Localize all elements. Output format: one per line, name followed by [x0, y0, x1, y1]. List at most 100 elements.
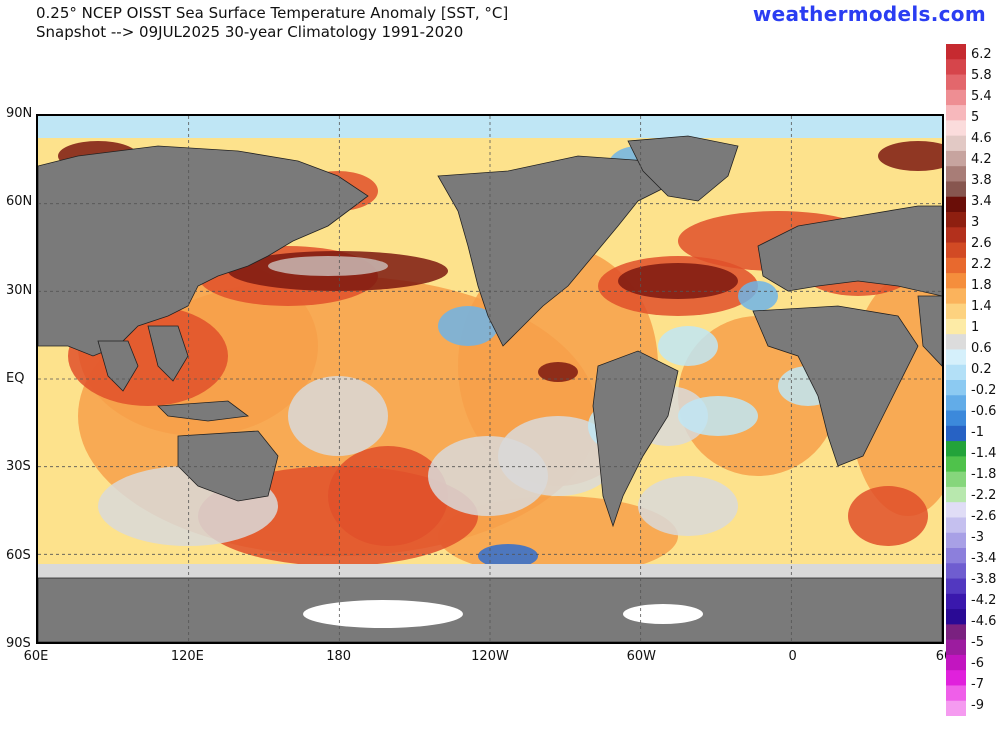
colorbar: [946, 44, 966, 716]
colorbar-swatch: [946, 196, 966, 213]
land-mass: [177, 430, 279, 502]
colorbar-swatch: [946, 181, 966, 198]
weddell-ice-shelf: [623, 604, 703, 624]
colorbar-swatch: [946, 502, 966, 518]
colorbar-label: -0.6: [971, 403, 997, 419]
latitude-label: 90N: [6, 106, 33, 121]
anomaly-patch: [478, 544, 538, 568]
colorbar-swatch: [946, 150, 966, 167]
longitude-label: 0: [788, 649, 797, 664]
colorbar-label: 4.2: [971, 151, 992, 167]
colorbar-swatch: [946, 425, 966, 442]
longitude-label: 120W: [471, 649, 509, 664]
colorbar-label: 1: [971, 319, 980, 335]
ross-ice-shelf: [303, 600, 463, 628]
latitude-label: 30S: [6, 459, 31, 475]
colorbar-label: 5: [971, 109, 980, 125]
colorbar-swatch: [946, 532, 966, 549]
latitude-label: 60S: [6, 547, 31, 563]
colorbar-swatch: [946, 242, 966, 259]
colorbar-swatch: [946, 227, 966, 244]
colorbar-label: 3: [971, 214, 980, 230]
colorbar-label: -3: [971, 529, 984, 545]
land-mass: [97, 340, 139, 392]
longitude-label: 180: [326, 649, 352, 664]
colorbar-label: -3.8: [971, 571, 997, 587]
title-line-2: Snapshot --> 09JUL2025 30-year Climatolo…: [36, 23, 464, 41]
longitude-label: 120E: [170, 649, 204, 664]
colorbar-swatch: [946, 74, 966, 91]
land-mass: [592, 350, 679, 528]
colorbar-label: 1.8: [971, 277, 992, 293]
colorbar-label: 2.2: [971, 256, 992, 272]
latitude-label: 30N: [6, 282, 33, 298]
anomaly-patch: [288, 376, 388, 456]
colorbar-label: -2.2: [971, 487, 997, 503]
anomaly-patch: [328, 446, 448, 546]
colorbar-swatch: [946, 257, 966, 274]
colorbar-swatch: [946, 441, 966, 457]
colorbar-swatch: [946, 471, 966, 488]
latitude-label: 60N: [6, 194, 33, 210]
colorbar-label: 2.6: [971, 235, 992, 251]
colorbar-swatch: [946, 349, 966, 366]
colorbar-swatch: [946, 120, 966, 137]
title-line-1: 0.25° NCEP OISST Sea Surface Temperature…: [36, 4, 509, 22]
land-mass: [917, 295, 942, 367]
colorbar-swatch: [946, 89, 966, 106]
colorbar-swatch: [946, 212, 966, 228]
colorbar-label: 0.2: [971, 361, 992, 377]
anomaly-patch: [538, 362, 578, 382]
colorbar-swatch: [946, 288, 966, 305]
colorbar-swatch: [946, 303, 966, 320]
colorbar-swatch: [946, 578, 966, 595]
anomaly-patch: [878, 141, 942, 171]
colorbar-label: 4.6: [971, 130, 992, 146]
colorbar-swatch: [946, 334, 966, 350]
colorbar-swatch: [946, 563, 966, 580]
latitude-label: EQ: [6, 371, 25, 386]
colorbar-label: -0.2: [971, 382, 997, 398]
graticule: [38, 116, 942, 642]
colorbar-swatch: [946, 456, 966, 473]
colorbar-label: 0.6: [971, 340, 992, 356]
land-mass: [147, 325, 189, 382]
colorbar-swatch: [946, 318, 966, 335]
colorbar-swatch: [946, 364, 966, 381]
land-mass: [752, 305, 919, 467]
colorbar-label: 1.4: [971, 298, 992, 314]
brand-link[interactable]: weathermodels.com: [752, 2, 986, 26]
latitude-label: 90S: [6, 636, 31, 651]
sst-anomaly-map: [38, 116, 942, 642]
land-mass: [627, 135, 739, 202]
colorbar-label: -4.2: [971, 592, 997, 608]
colorbar-swatch: [946, 486, 966, 503]
colorbar-label: 6.2: [971, 46, 992, 62]
colorbar-swatch: [946, 517, 966, 534]
colorbar-swatch: [946, 593, 966, 610]
colorbar-swatch: [946, 135, 966, 152]
anomaly-patch: [848, 486, 928, 546]
longitude-label: 60E: [23, 649, 49, 664]
anomaly-patch: [438, 306, 498, 346]
colorbar-label: 5.8: [971, 67, 992, 83]
colorbar-swatch: [946, 105, 966, 121]
colorbar-label: -4.6: [971, 613, 997, 629]
arctic-ocean-band: [38, 116, 942, 138]
colorbar-swatch: [946, 624, 966, 641]
colorbar-label: -2.6: [971, 508, 997, 524]
anomaly-patch: [268, 256, 388, 276]
anomaly-patch: [638, 476, 738, 536]
colorbar-label: 5.4: [971, 88, 992, 104]
colorbar-swatch: [946, 609, 966, 625]
colorbar-swatch: [946, 639, 966, 656]
land-mass: [157, 400, 250, 422]
anomaly-patch: [678, 396, 758, 436]
land-masses: [38, 135, 942, 642]
colorbar-swatch: [946, 59, 966, 76]
colorbar-label: 3.4: [971, 193, 992, 209]
colorbar-label: 3.8: [971, 172, 992, 188]
colorbar-swatch: [946, 548, 966, 564]
colorbar-swatch: [946, 166, 966, 182]
colorbar-label: -6: [971, 655, 984, 671]
